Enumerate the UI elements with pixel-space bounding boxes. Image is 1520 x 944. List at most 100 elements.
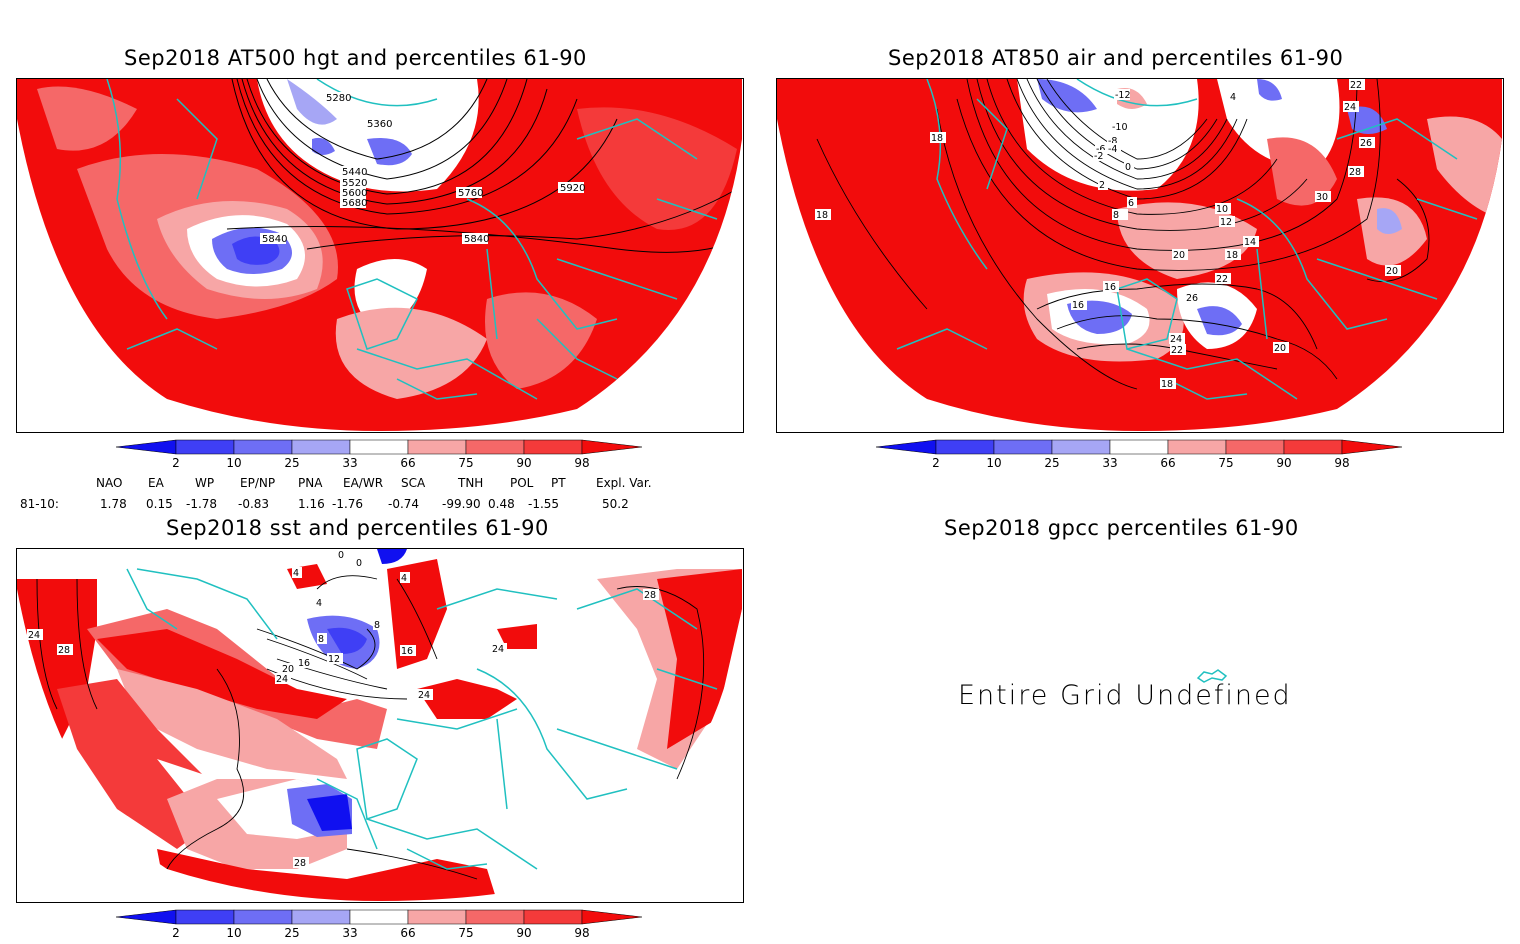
teleconnection-header: EA <box>148 476 164 490</box>
colorbar-segment <box>349 909 409 925</box>
colorbar-tick-label: 33 <box>342 926 357 940</box>
sst-contour-label: 12 <box>328 654 340 665</box>
sst-contour-label: 24 <box>418 690 430 701</box>
colorbar-tick-label: 25 <box>1044 456 1059 470</box>
sst-contour-label: 0 <box>338 550 344 561</box>
sst-contour-label: 24 <box>492 644 504 655</box>
hgt-contour-label: 5840 <box>464 234 489 245</box>
gpcc-map-fragment <box>1196 669 1228 683</box>
colorbar-tick-label: 90 <box>516 926 531 940</box>
teleconnection-value: -99.90 <box>442 497 481 511</box>
colorbar-segment <box>465 439 525 455</box>
colorbar-arrow-right <box>581 909 643 925</box>
colorbar-arrow-right <box>581 439 643 455</box>
air-contour-label: 28 <box>1349 167 1361 178</box>
air-contour-label: 22 <box>1350 80 1362 91</box>
teleconnection-header: EA/WR <box>343 476 384 490</box>
colorbar-segment <box>291 439 351 455</box>
air-contour-label: 0 <box>1125 162 1131 173</box>
hgt-contour-label: 5440 <box>342 167 367 178</box>
air-contour-label: 18 <box>816 210 828 221</box>
sst-contour-label: 16 <box>401 646 413 657</box>
sst-contour-label: 28 <box>294 858 306 869</box>
colorbar-arrow-left <box>115 909 177 925</box>
colorbar-svg: 2 10 25 33 66 75 90 98 <box>875 439 1403 470</box>
air-contour-label: -2 <box>1094 151 1103 162</box>
teleconnection-value: 0.48 <box>488 497 515 511</box>
teleconnection-value: -1.78 <box>186 497 218 511</box>
air-contour-label: 4 <box>1230 92 1236 103</box>
teleconnection-header: PT <box>551 476 566 490</box>
air-contour-label: 8 <box>1113 210 1119 221</box>
teleconnection-header: SCA <box>401 476 426 490</box>
colorbar-segment <box>1167 439 1227 455</box>
air-contour-label: 26 <box>1360 138 1372 149</box>
hgt-contour-label: 5280 <box>326 93 351 104</box>
air-contour-label: 18 <box>1161 379 1173 390</box>
air-contour-label: 14 <box>1244 237 1256 248</box>
gpcc-undefined-message: Entire Grid Undefined <box>958 680 1292 711</box>
colorbar-tick-label: 75 <box>458 456 473 470</box>
sst-contour-label: 24 <box>28 630 40 641</box>
colorbar-tick-label: 98 <box>574 456 589 470</box>
colorbar-tick-label: 98 <box>1334 456 1349 470</box>
colorbar-svg: 2 10 25 33 66 75 90 98 <box>115 909 643 940</box>
colorbar-segment <box>935 439 995 455</box>
teleconnection-value: 1.16 <box>298 497 325 511</box>
sst-contour-label: 28 <box>644 590 656 601</box>
colorbar-tick-label: 75 <box>1218 456 1233 470</box>
colorbar-tick-label: 90 <box>516 456 531 470</box>
air-contour-label: 30 <box>1316 192 1328 203</box>
colorbar-segment <box>407 439 467 455</box>
hgt-contour-label: 5600 <box>342 188 367 199</box>
teleconnection-value: 50.2 <box>602 497 629 511</box>
colorbar-segment <box>233 439 293 455</box>
colorbar-tick-label: 90 <box>1276 456 1291 470</box>
sst-contour-label: 24 <box>276 674 288 685</box>
teleconnection-header: NAO <box>96 476 123 490</box>
colorbar-tick-label: 2 <box>172 926 180 940</box>
colorbar-segment <box>175 439 235 455</box>
hgt-contour-label: 5840 <box>262 234 287 245</box>
teleconnection-row-label: 81-10: <box>20 497 59 511</box>
sst-contour-label: 20 <box>282 664 294 675</box>
sst-contour-label: 4 <box>401 573 407 584</box>
colorbar-segment <box>993 439 1053 455</box>
teleconnection-header: TNH <box>458 476 484 490</box>
air-contour-label: 16 <box>1072 300 1084 311</box>
colorbar-segment <box>1225 439 1285 455</box>
air-contour-label: -6 <box>1096 144 1105 155</box>
colorbar-tick-label: 66 <box>1160 456 1175 470</box>
colorbar-tick-label: 2 <box>932 456 940 470</box>
air-contour-label: 2 <box>1099 180 1105 191</box>
colorbar-tick-label: 25 <box>284 926 299 940</box>
teleconnection-value: 0.15 <box>146 497 173 511</box>
colorbar-segment <box>523 439 583 455</box>
colorbar-tick-label: 66 <box>400 456 415 470</box>
hgt-contour-label: 5680 <box>342 198 367 209</box>
teleconnection-header: POL <box>510 476 534 490</box>
air-map: -12 -10 -8 -6 -4 -2 0 2 4 6 8 10 12 14 1… <box>777 79 1502 431</box>
air-contour-label: -8 <box>1108 136 1117 147</box>
hgt-panel-title: Sep2018 AT500 hgt and percentiles 61-90 <box>124 46 587 70</box>
teleconnection-value: -1.76 <box>332 497 364 511</box>
colorbar-svg: 2 10 25 33 66 75 90 98 <box>115 439 643 470</box>
air-contour-label: 22 <box>1171 345 1183 356</box>
teleconnection-header: PNA <box>298 476 323 490</box>
colorbar-segment <box>1051 439 1111 455</box>
sst-contour-label: 16 <box>298 658 310 669</box>
colorbar-tick-label: 25 <box>284 456 299 470</box>
teleconnection-header: Expl. Var. <box>596 476 652 490</box>
colorbar-segment <box>233 909 293 925</box>
gpcc-panel: Entire Grid Undefined <box>776 548 1504 903</box>
hgt-contour-label: 5920 <box>560 183 585 194</box>
sst-contour-label: 8 <box>318 634 324 645</box>
colorbar-arrow-left <box>875 439 937 455</box>
colorbar-segment <box>465 909 525 925</box>
hgt-map-panel: 5280 5360 5440 5520 5600 5680 5760 5840 … <box>16 78 744 433</box>
colorbar-arrow-left <box>115 439 177 455</box>
air-contour-label: 6 <box>1128 198 1134 209</box>
colorbar-tick-label: 98 <box>574 926 589 940</box>
teleconnection-table: NAO EA WP EP/NP PNA EA/WR SCA TNH POL PT Expl. Var… <box>20 476 720 512</box>
colorbar-segment <box>175 909 235 925</box>
